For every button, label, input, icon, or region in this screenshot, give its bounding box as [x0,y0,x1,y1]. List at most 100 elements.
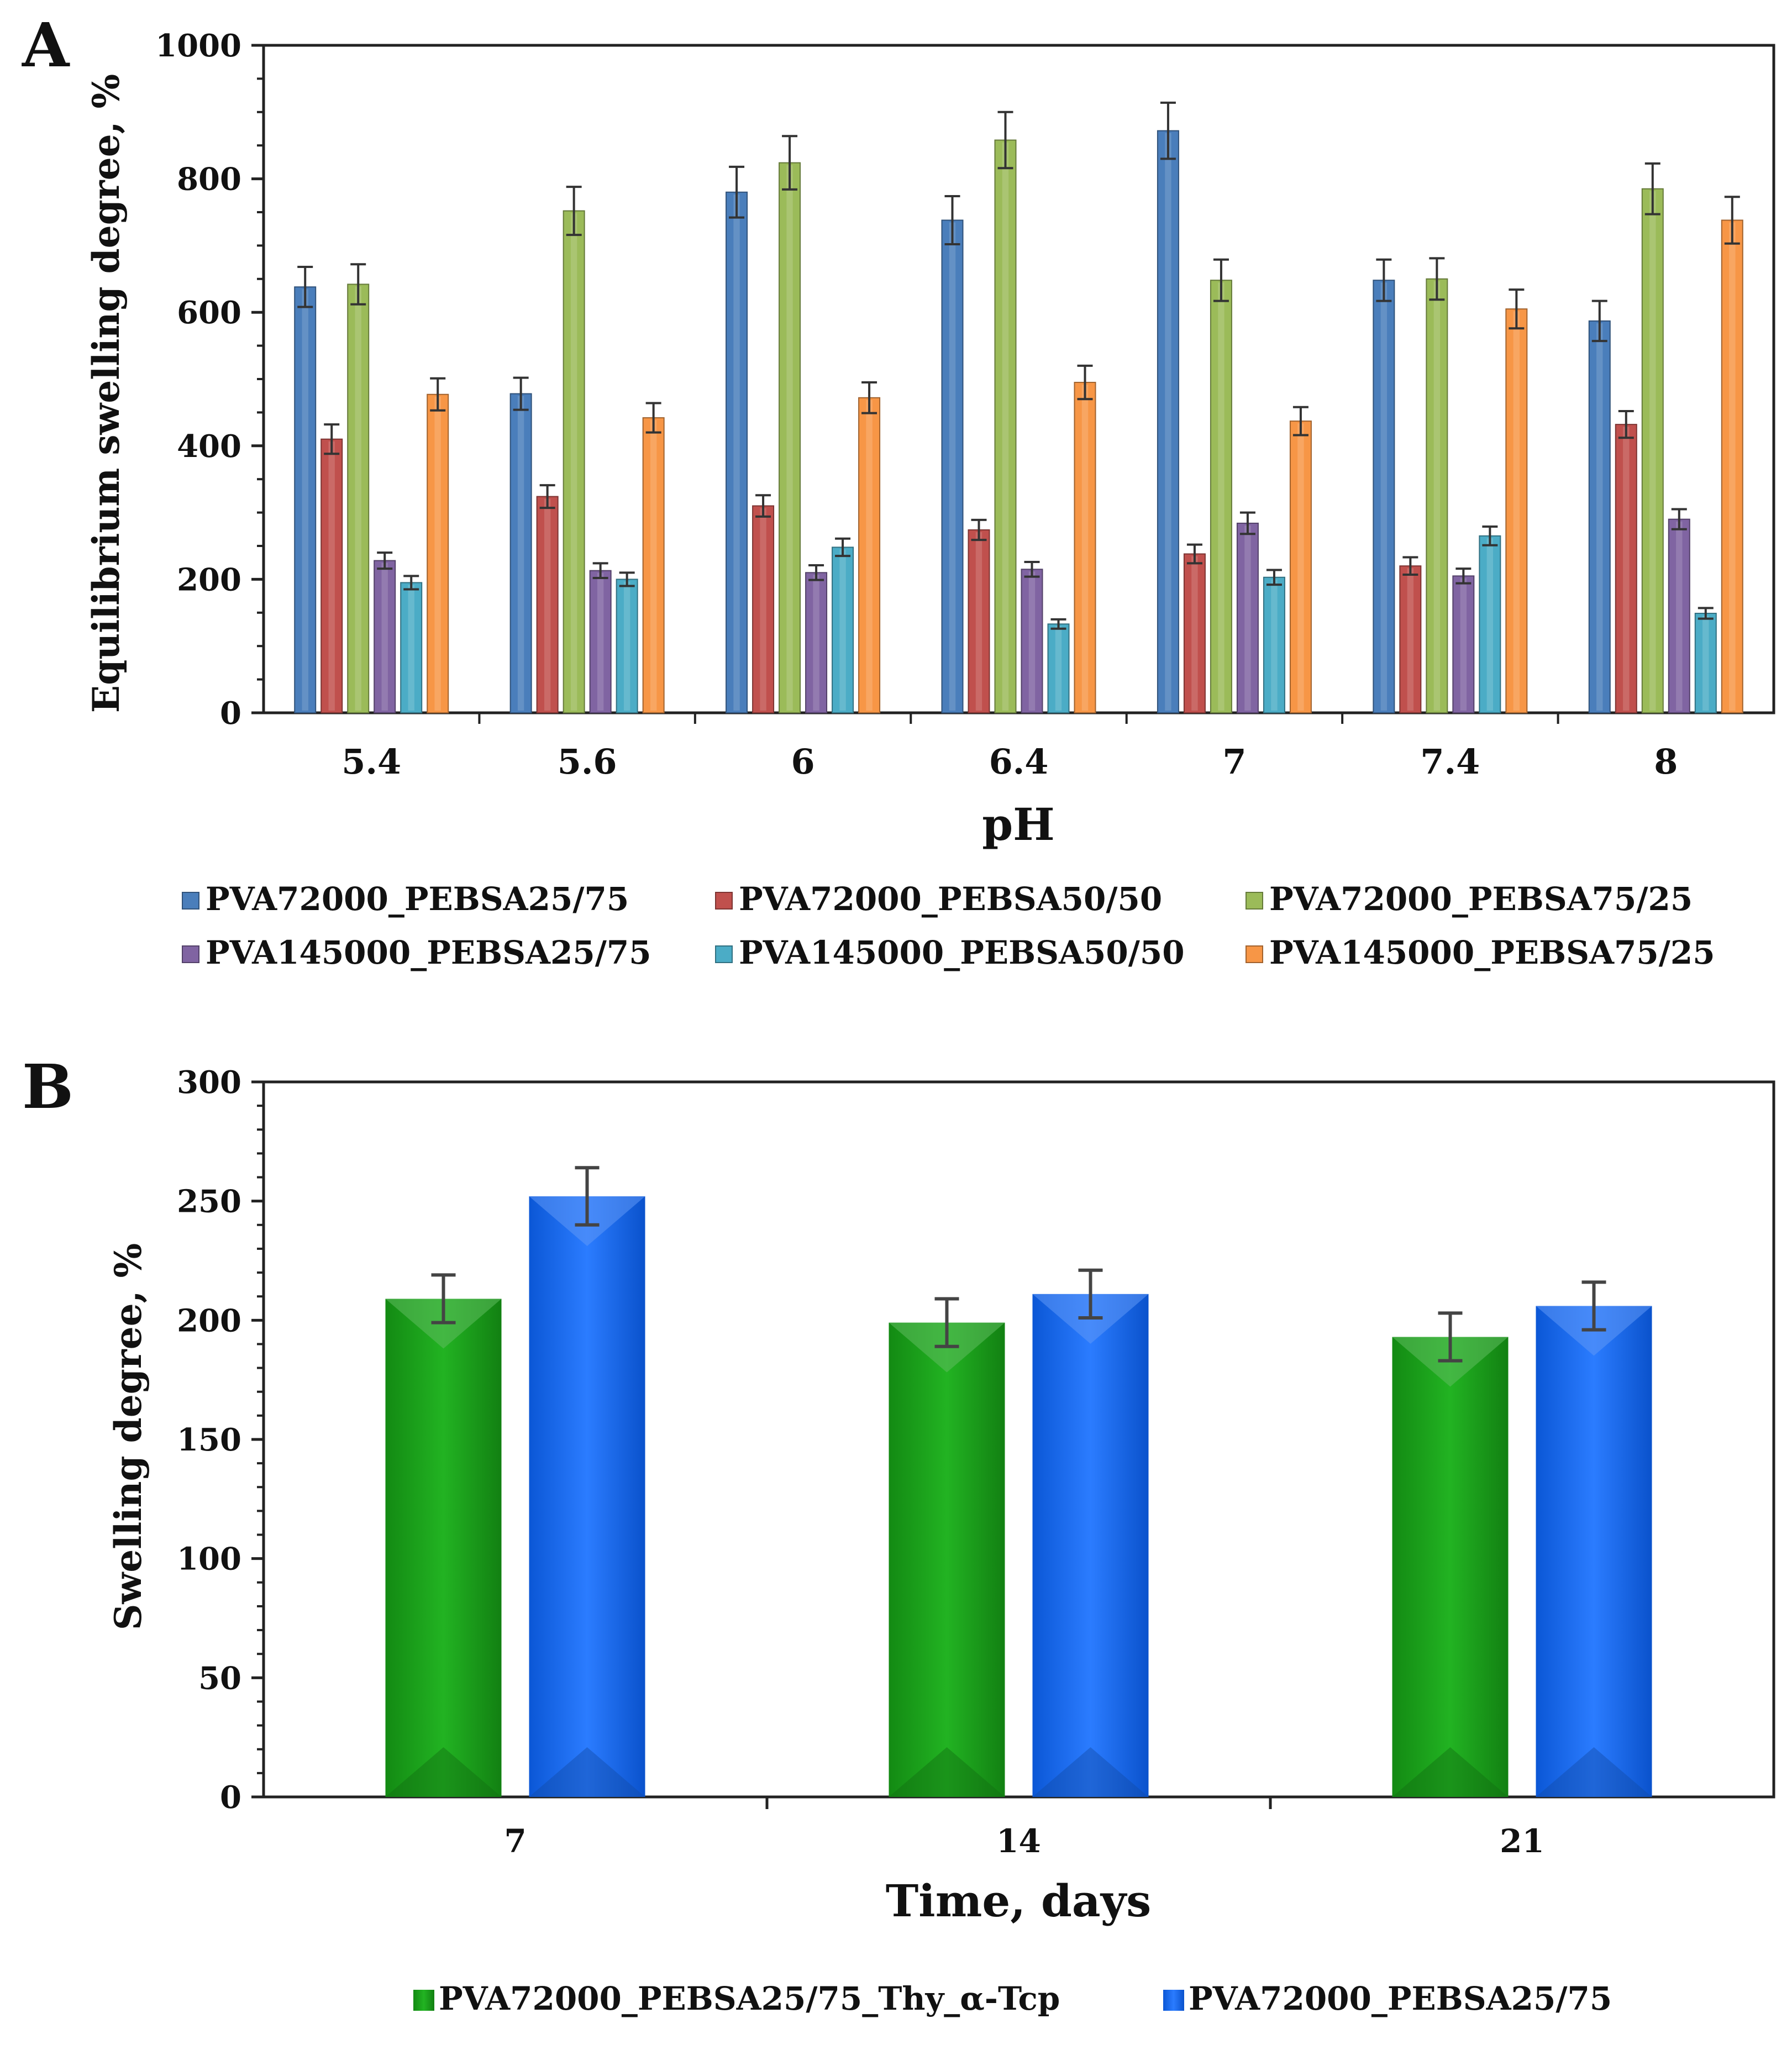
panel-b-bar-bevel [385,1747,502,1797]
panel-b-x-axis-title: Time, days [886,1875,1151,1927]
panel-a-bar-highlight [302,289,308,711]
panel-a-x-axis-title: pH [982,798,1055,850]
panel-a-bar-highlight [733,194,740,711]
panel-a-legend-label: PVA145000_PEBSA75/25 [1269,934,1715,971]
panel-a-legend-swatch [715,945,733,963]
panel-b-bar-bevel [529,1747,645,1797]
panel-a-bar-highlight [1729,222,1736,711]
panel-a-bar-highlight [949,222,956,711]
panel-a-bar-highlight [1297,423,1304,711]
panel-a-legend-label: PVA72000_PEBSA25/75 [206,880,629,918]
panel-a-legend-label: PVA72000_PEBSA50/50 [739,880,1162,918]
panel-a-bar-highlight [1191,556,1198,711]
panel-b-x-tick-label: 14 [996,1822,1041,1860]
panel-a-x-tick-label: 6.4 [989,742,1049,782]
panel-a-plot: 0 200 400 600 800 1000 5.4 5.6 6 6.4 7 7.4 8 [155,28,1775,782]
panel-a-y-tick-label: 0 [220,695,241,732]
panel-b-legend-swatch [413,1990,434,2011]
panel-b-plot: 0 50 100 150 200 250 300 7 14 21 [177,1064,1775,1860]
panel-a-legend: PVA72000_PEBSA25/75 PVA72000_PEBSA50/50 PV… [182,880,1715,971]
panel-a-bar-highlight [381,563,388,711]
panel-a-bar-highlight [1513,311,1520,711]
panel-b-bar [1032,1294,1149,1797]
panel-b-y-tick-label: 100 [177,1541,241,1578]
panel-b-x-tick-label: 7 [504,1822,526,1860]
panel-a-bar-highlight [1218,282,1225,711]
panel-b-label: B [22,1051,73,1122]
panel-a-legend-swatch [182,892,199,910]
panel-a-legend-swatch [1246,892,1263,910]
panel-a-y-axis-title: Equilibrium swelling degree, % [85,74,128,713]
panel-a-bar-highlight [597,572,604,711]
panel-a: A 0 200 400 600 800 1000 5.4 5.6 6 6.4 7 7.4 8 Equil… [22,9,1775,971]
panel-a-label: A [22,9,70,81]
panel-a-bar-highlight [355,286,361,711]
panel-b-y-tick-label: 300 [177,1064,241,1101]
panel-b-legend: PVA72000_PEBSA25/75_Thy_α-Tcp PVA72000_PE… [413,1980,1612,2017]
panel-a-bar-highlight [570,213,577,711]
panel-b-y-tick-label: 150 [177,1422,241,1458]
panel-b-bar-bevel [1392,1747,1509,1797]
panel-a-x-tick-label: 5.4 [341,742,401,782]
panel-a-bar-highlight [1002,142,1009,711]
panel-a-bar-highlight [975,532,982,711]
panel-b-bar-bevel [1536,1747,1652,1797]
panel-a-bar-highlight [408,585,414,711]
panel-a-bar-highlight [1407,568,1414,711]
panel-a-x-tick-label: 8 [1654,742,1678,782]
panel-a-plot-frame [262,44,1775,714]
panel-a-bar-highlight [544,498,551,711]
panel-a-legend-label: PVA72000_PEBSA75/25 [1269,880,1693,918]
panel-a-bar-highlight [1165,133,1171,711]
panel-a-bar-highlight [1623,427,1630,711]
panel-a-y-tick-label: 1000 [155,28,241,64]
panel-a-bar-highlight [1055,626,1062,711]
panel-b-legend-swatch [1163,1990,1184,2011]
panel-a-bar-highlight [517,396,524,711]
panel-b-bar [385,1299,502,1797]
panel-a-bar-highlight [760,508,766,711]
panel-a-bar-highlight [1244,525,1251,711]
panel-a-legend-label: PVA145000_PEBSA25/75 [206,934,651,971]
panel-a-legend-swatch [715,892,733,910]
panel-a-bar-highlight [1460,578,1467,711]
panel-a-bar-highlight [1081,385,1089,711]
panel-a-bar-highlight [1380,282,1388,711]
panel-a-bar-highlight [1486,538,1494,711]
panel-a-x-tick-label: 5.6 [558,742,617,782]
panel-a-y-tick-label: 200 [177,561,241,598]
panel-a-x-tick-label: 6 [791,742,815,782]
panel-b-bar [529,1196,645,1797]
panel-a-y-tick-label: 400 [177,428,241,465]
panel-a-bar-highlight [1028,571,1036,711]
panel-b: B 0 50 100 150 200 250 300 7 14 21 Swelling degre… [22,1051,1775,2017]
panel-b-legend-label: PVA72000_PEBSA25/75 [1189,1980,1612,2017]
panel-b-bar-bevel [1032,1747,1149,1797]
panel-a-y-tick-label: 800 [177,161,241,198]
panel-a-bar-highlight [328,441,335,711]
panel-a-x-tick-label: 7 [1222,742,1246,782]
panel-a-bar-highlight [1676,521,1683,711]
panel-b-y-tick-label: 50 [198,1660,241,1696]
panel-b-bar [889,1322,1005,1797]
panel-b-y-axis-title: Swelling degree, % [107,1243,150,1631]
panel-a-bar-highlight [1433,281,1441,711]
panel-a-legend-label: PVA145000_PEBSA50/50 [739,934,1185,971]
panel-a-bar-highlight [623,581,630,711]
panel-a-bar-highlight [1702,616,1709,711]
panel-b-bar [1392,1337,1509,1797]
panel-a-bar-highlight [1649,191,1656,711]
panel-a-bar-highlight [1596,323,1603,711]
panel-a-legend-swatch [1246,945,1263,963]
panel-b-y-tick-label: 0 [220,1779,241,1816]
panel-a-bar-highlight [650,420,657,711]
panel-a-y-tick-label: 600 [177,295,241,331]
panel-a-bar-highlight [434,396,441,711]
panel-a-bar-highlight [1271,579,1278,711]
panel-b-bar-bevel [889,1747,1005,1797]
panel-a-x-tick-label: 7.4 [1420,742,1480,782]
panel-b-bar [1536,1306,1652,1797]
panel-a-bar-highlight [786,165,793,711]
panel-a-bar-highlight [839,549,846,711]
